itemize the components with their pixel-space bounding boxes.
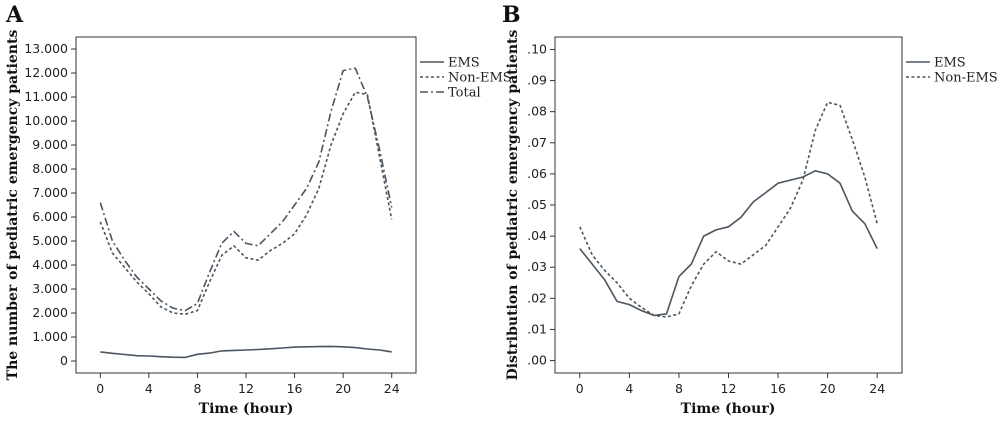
y-tick-label: 6.000 [32, 209, 68, 224]
panel-b-series-lines [579, 101, 878, 318]
panel-a-letter: A [5, 2, 24, 28]
panel-b-letter: B [502, 2, 521, 28]
y-tick-label: 0 [60, 353, 68, 368]
x-tick-label: 24 [869, 381, 885, 396]
panel-b-x-ticks: 0 4 8 12 16 20 24 [576, 373, 885, 396]
x-tick-label: 4 [145, 381, 153, 396]
series-line-ems [100, 345, 392, 359]
y-tick-label: .01 [527, 321, 547, 336]
y-tick-label: .10 [527, 41, 547, 56]
x-tick-label: 20 [335, 381, 351, 396]
panel-a-y-ticks: 0 1.000 2.000 3.000 4.000 5.000 6.000 7.000 8.00… [24, 41, 76, 368]
y-tick-label: 5.000 [32, 233, 68, 248]
y-tick-label: 11.000 [24, 89, 68, 104]
legend-entry: Total [448, 86, 481, 101]
panel-a-x-ticks: 0 4 8 12 16 20 24 [96, 373, 400, 396]
y-tick-label: .07 [527, 135, 547, 150]
x-tick-label: 8 [193, 381, 201, 396]
y-tick-label: 13.000 [24, 41, 68, 56]
x-tick-label: 0 [96, 381, 104, 396]
x-tick-label: 8 [675, 381, 683, 396]
series-line-non-ems [99, 91, 393, 316]
panel-b-y-label: Distribution of pediatric emergency pati… [505, 29, 521, 380]
legend-entry: Non-EMS [934, 71, 998, 86]
panel-b: B .00 .01 .02 .03 .04 .05 .06 .07 .08 .09 .10 0 4 8 1… [502, 2, 998, 417]
y-tick-label: 12.000 [24, 65, 68, 80]
y-tick-label: .04 [527, 228, 547, 243]
y-tick-label: 2.000 [32, 305, 68, 320]
x-tick-label: 4 [625, 381, 633, 396]
panel-a-x-label: Time (hour) [199, 401, 294, 417]
panel-b-x-label: Time (hour) [681, 401, 776, 417]
y-tick-label: 9.000 [32, 137, 68, 152]
y-tick-label: .03 [527, 259, 547, 274]
y-tick-label: 1.000 [32, 329, 68, 344]
panel-a-series-lines [99, 67, 393, 359]
legend-entry: Non-EMS [448, 71, 512, 86]
y-tick-label: 7.000 [32, 185, 68, 200]
x-tick-label: 12 [721, 381, 737, 396]
y-tick-label: .02 [527, 290, 547, 305]
series-line-ems [579, 170, 878, 317]
y-tick-label: 8.000 [32, 161, 68, 176]
y-tick-label: .06 [527, 166, 547, 181]
y-tick-label: .09 [527, 73, 547, 88]
series-line-total [99, 67, 393, 312]
y-tick-label: .08 [527, 104, 547, 119]
x-tick-label: 16 [287, 381, 303, 396]
panel-a-y-label: The number of pediatric emergency patien… [5, 30, 21, 381]
y-tick-label: 10.000 [24, 113, 68, 128]
panel-b-y-ticks: .00 .01 .02 .03 .04 .05 .06 .07 .08 .09 .10 [527, 41, 555, 368]
panel-a: A 0 1.000 2.000 3.000 4.000 5.000 6.000 7.000 8.… [5, 2, 512, 417]
x-tick-label: 12 [238, 381, 254, 396]
panel-a-frame [75, 36, 417, 374]
x-tick-label: 20 [820, 381, 836, 396]
x-tick-label: 16 [770, 381, 786, 396]
y-tick-label: .05 [527, 197, 547, 212]
legend-entry: EMS [448, 56, 480, 71]
legend-entry: EMS [934, 56, 966, 71]
y-tick-label: 4.000 [32, 257, 68, 272]
y-tick-label: 3.000 [32, 281, 68, 296]
x-tick-label: 0 [576, 381, 584, 396]
y-tick-label: .00 [527, 353, 547, 368]
series-line-non-ems [579, 101, 878, 318]
x-tick-label: 24 [384, 381, 400, 396]
